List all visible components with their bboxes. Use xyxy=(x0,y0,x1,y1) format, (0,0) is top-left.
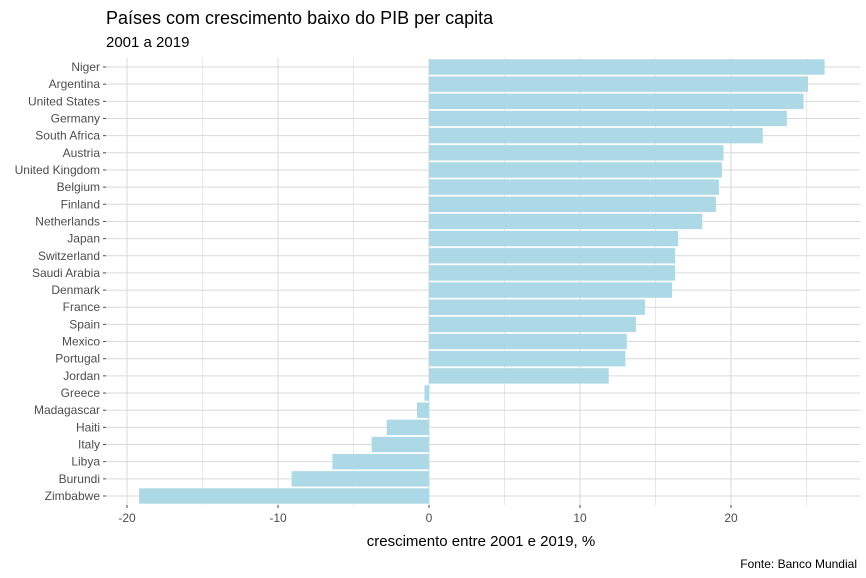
bar-argentina xyxy=(429,76,809,92)
y-tick-label: Zimbabwe xyxy=(45,489,101,503)
bar-united-states xyxy=(429,93,804,110)
y-tick-label: Greece xyxy=(61,386,101,400)
y-axis-labels: Niger Argentina United States Germany South … xyxy=(15,60,106,503)
y-tick-label: Portugal xyxy=(55,352,100,366)
y-tick-label: South Africa xyxy=(35,129,100,143)
y-tick-label: Italy xyxy=(78,438,100,452)
y-tick-label: Austria xyxy=(63,146,101,160)
bar-spain xyxy=(429,316,636,333)
y-tick-label: Burundi xyxy=(59,472,100,486)
bar-denmark xyxy=(429,282,673,298)
bar-united-kingdom xyxy=(429,162,722,178)
bar-greece xyxy=(424,385,429,401)
bar-japan xyxy=(429,230,679,247)
bar-austria xyxy=(429,145,724,161)
chart-caption: Fonte: Banco Mundial xyxy=(740,557,857,571)
bar-south-africa xyxy=(429,127,763,144)
bar-saudi-arabia xyxy=(429,265,676,281)
bar-libya xyxy=(332,453,429,470)
y-tick-label: Saudi Arabia xyxy=(32,266,100,280)
y-tick-label: United States xyxy=(28,94,100,108)
y-tick-label: Finland xyxy=(61,197,100,211)
bar-mexico xyxy=(429,333,627,350)
y-tick-label: Niger xyxy=(71,60,100,74)
bar-zimbabwe xyxy=(139,488,429,504)
y-tick-label: Mexico xyxy=(62,335,100,349)
x-tick-label: 0 xyxy=(426,511,433,525)
y-tick-label: Argentina xyxy=(49,77,101,91)
chart-subtitle: 2001 a 2019 xyxy=(106,34,189,51)
bar-belgium xyxy=(429,179,719,195)
bar-haiti xyxy=(386,419,429,436)
bar-jordan xyxy=(429,368,609,384)
chart-title: Países com crescimento baixo do PIB per … xyxy=(106,8,494,28)
bar-madagascar xyxy=(416,402,429,418)
bar-burundi xyxy=(291,471,429,487)
bar-switzerland xyxy=(429,248,676,264)
x-tick-label: -10 xyxy=(269,511,287,525)
y-tick-label: Libya xyxy=(71,455,100,469)
x-tick-label: 20 xyxy=(724,511,738,525)
y-tick-label: Netherlands xyxy=(35,214,100,228)
y-tick-label: Germany xyxy=(51,111,100,125)
y-tick-label: Japan xyxy=(67,232,100,246)
bar-germany xyxy=(429,110,787,127)
x-tick-label: -20 xyxy=(118,511,136,525)
x-tick-label: 10 xyxy=(573,511,587,525)
y-tick-label: France xyxy=(63,300,101,314)
y-tick-label: Spain xyxy=(69,317,100,331)
x-axis-title: crescimento entre 2001 e 2019, % xyxy=(367,533,595,550)
y-tick-label: Jordan xyxy=(63,369,100,383)
y-tick-label: Switzerland xyxy=(38,249,100,263)
y-tick-label: Haiti xyxy=(76,420,100,434)
y-tick-label: United Kingdom xyxy=(15,163,100,177)
y-tick-label: Denmark xyxy=(51,283,101,297)
bar-france xyxy=(429,299,645,315)
bars xyxy=(139,59,825,504)
bar-finland xyxy=(429,196,716,212)
bar-niger xyxy=(429,59,825,75)
bar-netherlands xyxy=(429,213,703,230)
x-axis-ticks: -20 -10 0 10 20 xyxy=(118,505,738,525)
bar-portugal xyxy=(429,351,626,367)
y-tick-label: Madagascar xyxy=(34,403,100,417)
y-tick-label: Belgium xyxy=(57,180,100,194)
bar-italy xyxy=(371,436,429,453)
